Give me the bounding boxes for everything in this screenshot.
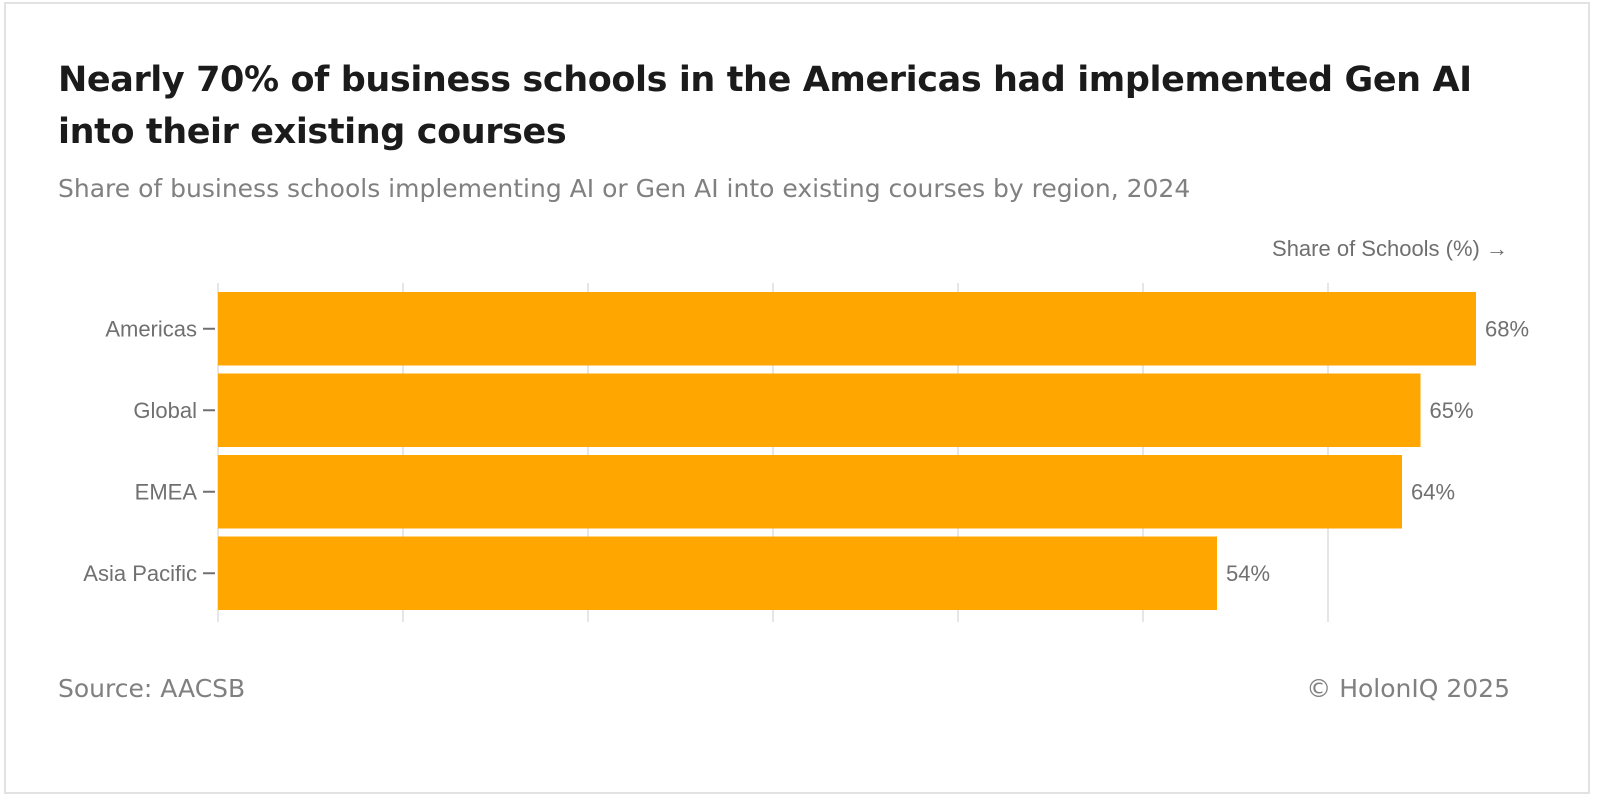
category-label: Global bbox=[133, 398, 197, 423]
bar bbox=[218, 536, 1217, 610]
bar bbox=[218, 292, 1476, 366]
chart-title: Nearly 70% of business schools in the Am… bbox=[58, 60, 1472, 152]
value-label: 68% bbox=[1485, 316, 1529, 341]
value-label: 54% bbox=[1226, 561, 1270, 586]
bar bbox=[218, 455, 1402, 529]
bar bbox=[218, 373, 1421, 447]
category-label: EMEA bbox=[135, 479, 198, 504]
copyright-note: © HolonIQ 2025 bbox=[1306, 674, 1510, 703]
value-label: 65% bbox=[1430, 398, 1474, 423]
source-note: Source: AACSB bbox=[58, 674, 246, 703]
chart-subtitle: Share of business schools implementing A… bbox=[58, 174, 1191, 203]
x-axis-title: Share of Schools (%) → bbox=[1272, 236, 1508, 261]
value-label: 64% bbox=[1411, 479, 1455, 504]
category-label: Americas bbox=[105, 316, 197, 341]
category-label: Asia Pacific bbox=[83, 561, 197, 586]
